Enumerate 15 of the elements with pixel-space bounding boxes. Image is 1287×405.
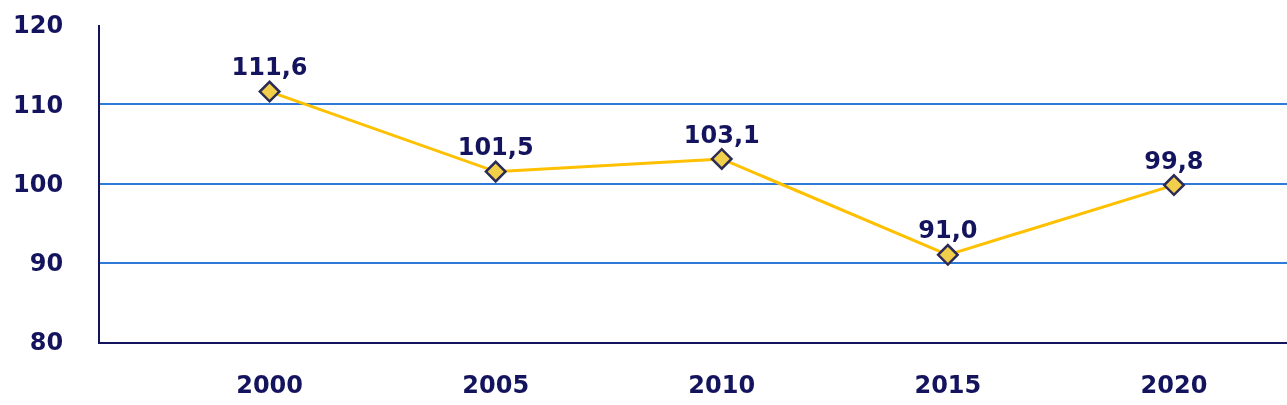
y-tick-label: 110 <box>13 90 64 119</box>
x-tick-label: 2010 <box>688 370 756 399</box>
data-label: 101,5 <box>457 133 534 162</box>
data-label: 111,6 <box>231 53 308 82</box>
data-label: 91,0 <box>918 216 978 245</box>
y-tick-label: 80 <box>29 328 64 357</box>
data-label: 99,8 <box>1144 146 1204 175</box>
data-label: 103,1 <box>683 120 760 149</box>
y-tick-label: 120 <box>13 11 64 40</box>
y-tick-label: 90 <box>29 249 64 278</box>
x-tick-label: 2005 <box>462 370 530 399</box>
x-tick-label: 2020 <box>1140 370 1208 399</box>
y-tick-label: 100 <box>13 169 64 198</box>
x-tick-label: 2015 <box>914 370 982 399</box>
x-tick-label: 2000 <box>236 370 303 399</box>
